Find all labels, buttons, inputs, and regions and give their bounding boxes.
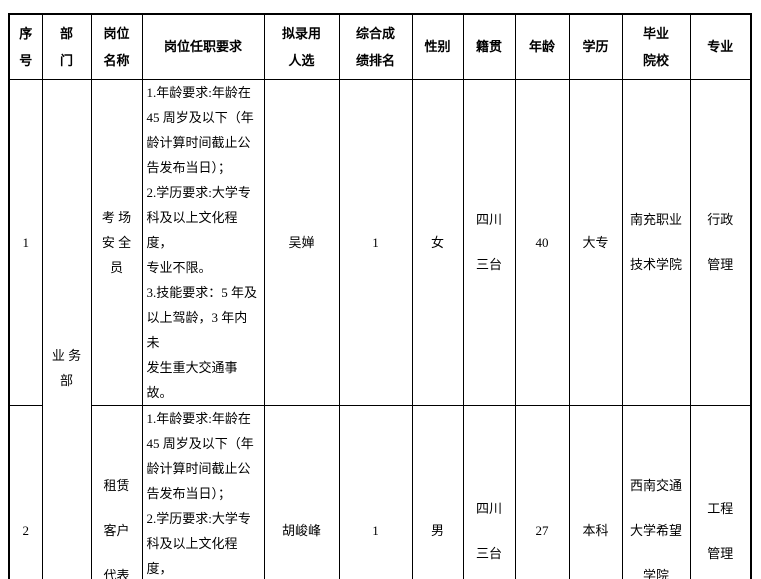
cell-proposed-candidate: 胡峻峰 — [263, 404, 340, 579]
header-serial-number: 序 号 — [8, 13, 43, 80]
header-major: 专业 — [689, 13, 752, 80]
cell-overall-score-rank: 1 — [338, 78, 413, 406]
recruitment-table: 序 号 部 门 岗位 名称 岗位任职要求 拟录用 人选 综合成 绩排名 性别 籍… — [8, 13, 752, 579]
header-graduation-school: 毕业 院校 — [621, 13, 691, 80]
cell-department: 业 务 部 — [41, 78, 92, 579]
cell-age: 27 — [514, 404, 570, 579]
cell-graduation-school: 西南交通 大学希望 学院 — [621, 404, 691, 579]
cell-position-requirements: 1.年龄要求:年龄在 45 周岁及以下（年 龄计算时间截止公 告发布当日）； 2… — [141, 78, 265, 406]
cell-serial-number: 1 — [8, 78, 43, 406]
cell-major: 行政 管理 — [689, 78, 752, 406]
cell-age: 40 — [514, 78, 570, 406]
header-native-place: 籍贯 — [462, 13, 516, 80]
header-proposed-candidate: 拟录用 人选 — [263, 13, 340, 80]
cell-position-name: 租赁 客户 代表 — [90, 404, 143, 579]
header-gender: 性别 — [411, 13, 464, 80]
header-education: 学历 — [568, 13, 623, 80]
table-header-row: 序 号 部 门 岗位 名称 岗位任职要求 拟录用 人选 综合成 绩排名 性别 籍… — [8, 13, 752, 80]
cell-education: 大专 — [568, 78, 623, 406]
table-row-2: 2 租赁 客户 代表 1.年龄要求:年龄在 45 周岁及以下（年 龄计算时间截止… — [8, 404, 752, 579]
cell-proposed-candidate: 吴婵 — [263, 78, 340, 406]
cell-overall-score-rank: 1 — [338, 404, 413, 579]
cell-native-place: 四川 三台 — [462, 78, 516, 406]
header-age: 年龄 — [514, 13, 570, 80]
cell-graduation-school: 南充职业 技术学院 — [621, 78, 691, 406]
header-position-requirements: 岗位任职要求 — [141, 13, 265, 80]
cell-serial-number: 2 — [8, 404, 43, 579]
cell-gender: 男 — [411, 404, 464, 579]
cell-gender: 女 — [411, 78, 464, 406]
header-department: 部 门 — [41, 13, 92, 80]
header-position-name: 岗位 名称 — [90, 13, 143, 80]
cell-education: 本科 — [568, 404, 623, 579]
header-overall-score-rank: 综合成 绩排名 — [338, 13, 413, 80]
cell-position-requirements: 1.年龄要求:年龄在 45 周岁及以下（年 龄计算时间截止公 告发布当日）； 2… — [141, 404, 265, 579]
table-row-1: 1 业 务 部 考 场 安 全 员 1.年龄要求:年龄在 45 周岁及以下（年 … — [8, 78, 752, 579]
cell-position-name: 考 场 安 全 员 — [90, 78, 143, 406]
cell-native-place: 四川 三台 — [462, 404, 516, 579]
cell-major: 工程 管理 — [689, 404, 752, 579]
